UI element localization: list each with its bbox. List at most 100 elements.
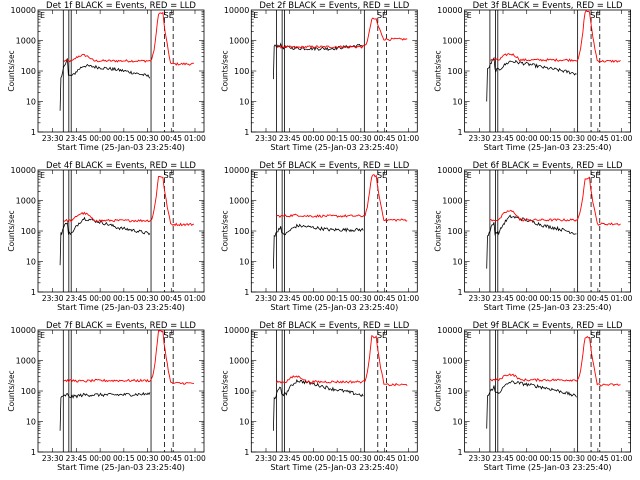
y-tick-label: 10000	[437, 166, 462, 175]
events-series-line	[273, 378, 364, 431]
x-tick-label: 01:00	[397, 454, 419, 463]
y-tick-label: 1000	[16, 37, 36, 46]
y-tick-label: 10	[26, 258, 36, 267]
y-tick-label: 1000	[229, 357, 249, 366]
x-tick-label: 01:00	[397, 134, 419, 143]
y-axis-label: Counts/sec	[7, 50, 16, 91]
y-tick-label: 10000	[11, 166, 36, 175]
x-tick-label: 00:15	[540, 134, 562, 143]
flag-label: SE	[377, 171, 387, 180]
x-tick-label: 23:45	[279, 454, 301, 463]
flag-label: E	[40, 11, 45, 20]
flag-label: SE	[590, 11, 600, 20]
y-tick-label: 1000	[229, 197, 249, 206]
x-tick-label: 00:15	[540, 454, 562, 463]
x-tick-label: 00:45	[160, 454, 182, 463]
lld-series-line	[63, 330, 195, 385]
y-tick-label: 10	[239, 258, 249, 267]
x-tick-label: 00:30	[350, 134, 372, 143]
flag-label: E	[467, 331, 472, 340]
events-series-line	[486, 214, 577, 269]
x-tick-label: 00:00	[89, 454, 111, 463]
y-axis-label: Counts/sec	[7, 210, 16, 251]
lld-series-line	[276, 334, 408, 387]
x-tick-label: 00:00	[303, 454, 325, 463]
x-axis-label: Start Time (25-Jan-03 23:25:40)	[57, 303, 185, 312]
flag-label: E	[467, 11, 472, 20]
x-tick-label: 00:00	[516, 454, 538, 463]
x-tick-label: 23:45	[279, 294, 301, 303]
y-tick-label: 1000	[229, 37, 249, 46]
x-tick-label: 00:00	[89, 294, 111, 303]
y-axis-label: Counts/sec	[434, 370, 443, 411]
y-tick-label: 1	[31, 288, 36, 297]
x-tick-label: 00:45	[374, 294, 396, 303]
x-tick-label: 00:45	[160, 294, 182, 303]
x-tick-label: 01:00	[611, 134, 633, 143]
events-series-line	[273, 223, 364, 269]
x-tick-label: 00:30	[350, 454, 372, 463]
x-axis-label: Start Time (25-Jan-03 23:25:40)	[270, 463, 398, 472]
x-tick-label: 00:30	[563, 134, 585, 143]
x-tick-label: 23:30	[468, 294, 490, 303]
x-tick-label: 23:45	[66, 294, 88, 303]
x-tick-label: 00:15	[113, 454, 135, 463]
y-tick-label: 100	[21, 227, 36, 236]
flag-label: SE	[590, 171, 600, 180]
x-tick-label: 23:45	[492, 294, 514, 303]
y-tick-label: 10000	[224, 166, 249, 175]
flag-label: SE	[164, 11, 174, 20]
x-tick-label: 23:45	[66, 134, 88, 143]
y-axis-label: Counts/sec	[220, 370, 229, 411]
y-tick-label: 100	[234, 387, 249, 396]
y-tick-label: 1	[458, 448, 463, 457]
x-tick-label: 23:45	[279, 134, 301, 143]
y-axis-label: Counts/sec	[434, 50, 443, 91]
events-series-line	[59, 391, 151, 431]
x-tick-label: 23:30	[42, 294, 64, 303]
flag-label: SE	[590, 331, 600, 340]
events-series-line	[59, 216, 151, 266]
x-tick-label: 00:00	[516, 134, 538, 143]
y-tick-label: 1000	[442, 357, 462, 366]
y-tick-label: 10000	[437, 326, 462, 335]
x-tick-label: 00:15	[113, 134, 135, 143]
y-tick-label: 10	[452, 418, 462, 427]
chart-title: Det 5f BLACK = Events, RED = LLD	[259, 161, 409, 171]
flag-label: E	[40, 331, 45, 340]
y-tick-label: 100	[234, 227, 249, 236]
y-tick-label: 10000	[224, 6, 249, 15]
x-axis-label: Start Time (25-Jan-03 23:25:40)	[57, 463, 185, 472]
chart-title: Det 3f BLACK = Events, RED = LLD	[473, 1, 623, 11]
x-tick-label: 23:30	[468, 134, 490, 143]
x-tick-label: 23:45	[492, 134, 514, 143]
y-tick-label: 100	[447, 227, 462, 236]
x-tick-label: 01:00	[184, 134, 206, 143]
x-tick-label: 00:30	[563, 294, 585, 303]
y-tick-label: 10000	[437, 6, 462, 15]
y-tick-label: 10	[452, 98, 462, 107]
chart-title: Det 6f BLACK = Events, RED = LLD	[473, 161, 623, 171]
chart-title: Det 4f BLACK = Events, RED = LLD	[46, 161, 196, 171]
lld-series-line	[63, 11, 194, 66]
x-tick-label: 23:30	[42, 454, 64, 463]
x-tick-label: 00:00	[303, 134, 325, 143]
y-tick-label: 100	[447, 67, 462, 76]
y-axis-label: Counts/sec	[434, 210, 443, 251]
x-tick-label: 23:30	[42, 134, 64, 143]
x-tick-label: 00:30	[563, 454, 585, 463]
x-tick-label: 00:15	[326, 294, 348, 303]
x-tick-label: 00:30	[137, 134, 159, 143]
y-tick-label: 1000	[442, 197, 462, 206]
events-series-line	[486, 380, 577, 429]
x-tick-label: 00:00	[516, 294, 538, 303]
lld-series-line	[489, 176, 621, 226]
y-tick-label: 1	[458, 288, 463, 297]
